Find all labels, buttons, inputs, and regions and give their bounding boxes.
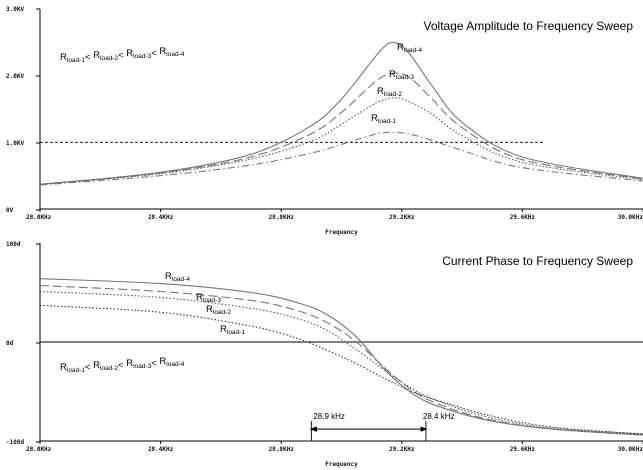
series-line-load-2 [39,97,643,185]
x-tick-label: 28.8KHz [269,214,295,221]
x-tick-label: 28.4KHz [148,446,174,453]
y-tick-label: 0d [6,340,14,347]
chart-title: Voltage Amplitude to Frequency Sweep [424,19,634,33]
chart-title: Current Phase to Frequency Sweep [442,254,633,268]
series-label-load-3: Rload-3 [389,69,414,81]
x-tick-label: 29.2KHz [389,446,415,453]
y-tick-label: -100d [6,439,24,446]
series-line-load-4 [39,41,643,185]
x-tick-label: 28.0KHz [26,446,52,453]
y-tick-label: 100d [6,241,21,248]
series-label-load-2: Rload-2 [206,304,231,316]
x-axis-label: Frequency [325,229,358,236]
x-tick-label: 28.4KHz [148,214,174,221]
load-ordering-text: Rload-1< Rload-2< Rload-3< Rload-4 [60,46,185,64]
x-tick-label: 30.0KHz [618,446,643,453]
series-line-load-3 [39,285,643,436]
series-label-load-2: Rload-2 [377,86,402,98]
series-line-load-1 [39,131,643,186]
x-tick-label: 29.6KHz [510,446,536,453]
series-label-load-1: Rload-1 [220,324,245,336]
series-line-load-3 [39,72,643,185]
y-tick-label: 0V [6,207,14,214]
x-tick-label: 30.0KHz [618,214,643,221]
x-axis-label: Frequency [325,461,358,468]
series-line-load-2 [39,290,643,435]
series-label-load-4: Rload-4 [165,271,190,283]
annotation-start-label: 28.9 kHz [313,412,345,421]
x-tick-label: 28.0KHz [26,214,52,221]
series-line-load-4 [39,278,643,436]
y-tick-label: 3.0KV [6,6,24,13]
x-tick-label: 28.8KHz [269,446,295,453]
series-label-load-4: Rload-4 [397,42,422,54]
y-tick-label: 1.0KV [6,140,24,147]
x-tick-label: 29.2KHz [389,214,415,221]
series-label-load-1: Rload-1 [371,113,396,125]
load-ordering-text: Rload-1< Rload-2< Rload-3< Rload-4 [60,356,185,374]
x-tick-label: 29.6KHz [510,214,536,221]
y-tick-label: 2.0KV [6,73,24,80]
series-label-load-3: Rload-3 [196,292,221,304]
annotation-end-label: 28.4 kHz [423,412,455,421]
series-line-load-1 [39,304,643,435]
